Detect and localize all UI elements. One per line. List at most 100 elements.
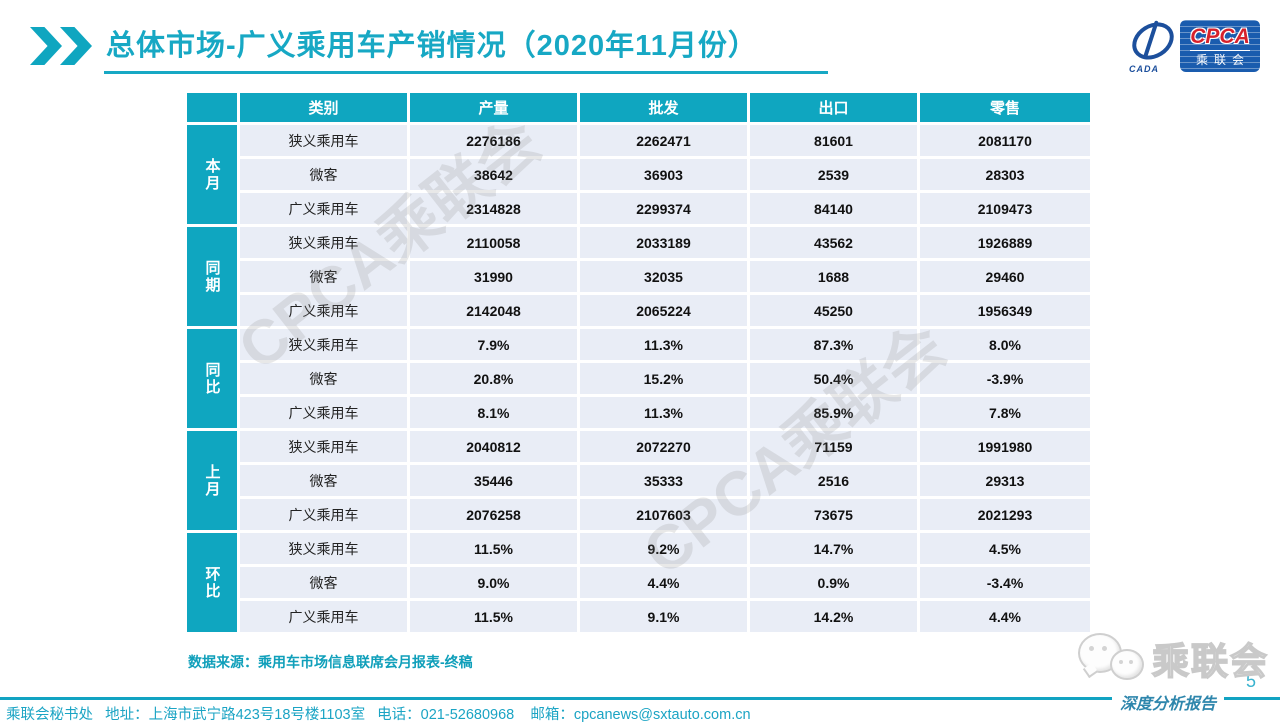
value-cell: -3.9%: [920, 363, 1093, 397]
table-corner-cell: [187, 93, 240, 125]
category-cell: 广义乘用车: [240, 601, 410, 635]
category-cell: 微客: [240, 465, 410, 499]
value-cell: 1926889: [920, 227, 1093, 261]
cada-swirl-icon: CADA: [1125, 14, 1181, 74]
value-cell: 9.0%: [410, 567, 580, 601]
value-cell: 2033189: [580, 227, 750, 261]
category-cell: 广义乘用车: [240, 499, 410, 533]
value-cell: 36903: [580, 159, 750, 193]
value-cell: 1956349: [920, 295, 1093, 329]
group-label: 同期: [187, 227, 240, 329]
footer-divider-line: [0, 697, 1280, 700]
value-cell: 35446: [410, 465, 580, 499]
group-label: 上月: [187, 431, 240, 533]
value-cell: 32035: [580, 261, 750, 295]
value-cell: 4.4%: [920, 601, 1093, 635]
category-cell: 微客: [240, 567, 410, 601]
category-cell: 狭义乘用车: [240, 329, 410, 363]
value-cell: 20.8%: [410, 363, 580, 397]
value-cell: 14.7%: [750, 533, 920, 567]
value-cell: 4.4%: [580, 567, 750, 601]
value-cell: 0.9%: [750, 567, 920, 601]
chevron-right-icon: [60, 27, 92, 65]
value-cell: 2539: [750, 159, 920, 193]
value-cell: 8.0%: [920, 329, 1093, 363]
category-cell: 狭义乘用车: [240, 125, 410, 159]
value-cell: 28303: [920, 159, 1093, 193]
category-cell: 广义乘用车: [240, 397, 410, 431]
category-cell: 微客: [240, 363, 410, 397]
wechat-club-logo: 乘联会: [1078, 633, 1269, 691]
value-cell: 7.9%: [410, 329, 580, 363]
chevron-right-icon: [30, 27, 62, 65]
value-cell: 29313: [920, 465, 1093, 499]
value-cell: 2299374: [580, 193, 750, 227]
value-cell: 2065224: [580, 295, 750, 329]
value-cell: 31990: [410, 261, 580, 295]
value-cell: 9.2%: [580, 533, 750, 567]
value-cell: 81601: [750, 125, 920, 159]
group-label: 本月: [187, 125, 240, 227]
value-cell: 1991980: [920, 431, 1093, 465]
wechat-club-label: 乘联会: [1151, 640, 1269, 683]
value-cell: 11.3%: [580, 397, 750, 431]
value-cell: 2110058: [410, 227, 580, 261]
cpca-club-label: 乘联会: [1189, 50, 1250, 66]
value-cell: 2109473: [920, 193, 1093, 227]
value-cell: 29460: [920, 261, 1093, 295]
value-cell: 8.1%: [410, 397, 580, 431]
category-cell: 狭义乘用车: [240, 431, 410, 465]
value-cell: 7.8%: [920, 397, 1093, 431]
value-cell: 2516: [750, 465, 920, 499]
column-header: 出口: [750, 93, 920, 125]
value-cell: 14.2%: [750, 601, 920, 635]
value-cell: 4.5%: [920, 533, 1093, 567]
value-cell: 43562: [750, 227, 920, 261]
value-cell: 71159: [750, 431, 920, 465]
value-cell: 2040812: [410, 431, 580, 465]
page-title: 总体市场-广义乘用车产销情况（2020年11月份）: [104, 22, 828, 74]
value-cell: 87.3%: [750, 329, 920, 363]
column-header: 类别: [240, 93, 410, 125]
value-cell: 38642: [410, 159, 580, 193]
value-cell: 15.2%: [580, 363, 750, 397]
value-cell: 11.5%: [410, 533, 580, 567]
category-cell: 狭义乘用车: [240, 533, 410, 567]
value-cell: 73675: [750, 499, 920, 533]
value-cell: 50.4%: [750, 363, 920, 397]
value-cell: 2081170: [920, 125, 1093, 159]
value-cell: 11.5%: [410, 601, 580, 635]
category-cell: 狭义乘用车: [240, 227, 410, 261]
chat-bubble-icon: [1110, 649, 1144, 680]
value-cell: 1688: [750, 261, 920, 295]
column-header: 零售: [920, 93, 1093, 125]
value-cell: 2072270: [580, 431, 750, 465]
column-header: 产量: [410, 93, 580, 125]
category-cell: 微客: [240, 261, 410, 295]
value-cell: 2021293: [920, 499, 1093, 533]
data-source-note: 数据来源：乘用车市场信息联席会月报表-终稿: [188, 654, 473, 670]
value-cell: 45250: [750, 295, 920, 329]
cpca-label: CPCA: [1190, 25, 1250, 48]
value-cell: 2314828: [410, 193, 580, 227]
value-cell: 2142048: [410, 295, 580, 329]
value-cell: 2107603: [580, 499, 750, 533]
report-type-label: 深度分析报告: [1112, 690, 1225, 714]
column-header: 批发: [580, 93, 750, 125]
category-cell: 微客: [240, 159, 410, 193]
value-cell: 9.1%: [580, 601, 750, 635]
value-cell: 85.9%: [750, 397, 920, 431]
value-cell: -3.4%: [920, 567, 1093, 601]
category-cell: 广义乘用车: [240, 193, 410, 227]
value-cell: 35333: [580, 465, 750, 499]
cpca-logo: CADA CPCA 乘联会: [1125, 14, 1260, 76]
cpca-badge: CPCA 乘联会: [1180, 20, 1260, 72]
value-cell: 84140: [750, 193, 920, 227]
group-label: 环比: [187, 533, 240, 635]
value-cell: 2262471: [580, 125, 750, 159]
category-cell: 广义乘用车: [240, 295, 410, 329]
footer-contact-info: 乘联会秘书处 地址：上海市武宁路423号18号楼1103室 电话：021-526…: [6, 707, 751, 723]
value-cell: 2076258: [410, 499, 580, 533]
page-number: 5: [1245, 671, 1256, 691]
group-label: 同比: [187, 329, 240, 431]
